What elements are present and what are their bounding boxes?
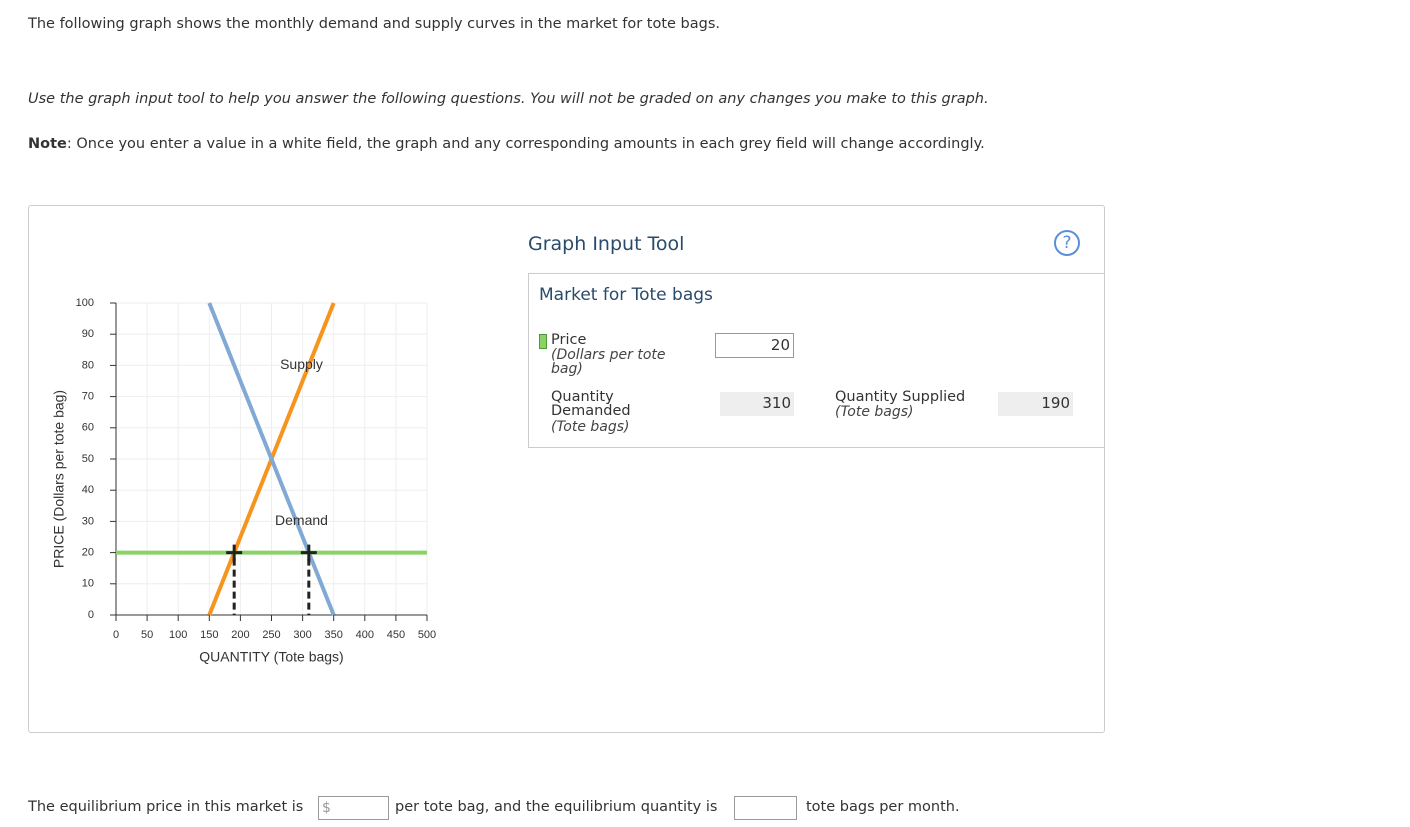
y-tick-label: 0 xyxy=(88,609,94,621)
x-tick-label: 400 xyxy=(356,629,374,641)
instruction: Use the graph input tool to help you ans… xyxy=(28,91,989,107)
y-tick-label: 10 xyxy=(82,578,94,590)
y-tick-label: 80 xyxy=(82,359,94,371)
y-tick-label: 40 xyxy=(82,484,94,496)
series-label: Demand xyxy=(275,512,328,528)
qd-label: Quantity Demanded xyxy=(551,389,631,419)
y-tick-label: 70 xyxy=(82,391,94,403)
price-swatch xyxy=(539,334,547,349)
qd-value: 310 xyxy=(720,392,794,416)
note-text: : Once you enter a value in a white fiel… xyxy=(66,136,985,152)
question-part2: per tote bag, and the equilibrium quanti… xyxy=(395,799,718,815)
price-answer-input[interactable]: $ xyxy=(318,796,389,820)
quantity-marker xyxy=(300,544,317,615)
price-input[interactable]: 20 xyxy=(715,333,794,358)
tool-panel xyxy=(528,273,1104,448)
series-label: Supply xyxy=(280,356,323,372)
qs-label: Quantity Supplied xyxy=(835,389,966,405)
x-tick-label: 0 xyxy=(113,629,119,641)
intro: The following graph shows the monthly de… xyxy=(28,16,721,32)
chart: 0 10 20 30 40 50 60 70 80 90 100 0 50 100 150 200 250 300… xyxy=(51,297,436,665)
question-part1: The equilibrium price in this market is xyxy=(28,799,304,815)
x-tick-label: 100 xyxy=(169,629,187,641)
graph-container xyxy=(28,205,1105,733)
y-tick-label: 60 xyxy=(82,422,94,434)
price-unit: (Dollars per tote bag) xyxy=(551,347,666,377)
x-tick-label: 450 xyxy=(387,629,405,641)
y-axis-label: PRICE (Dollars per tote bag) xyxy=(51,390,67,568)
question-part3: tote bags per month. xyxy=(806,799,960,815)
qd-unit: (Tote bags) xyxy=(551,419,630,435)
y-tick-label: 100 xyxy=(76,297,94,309)
quantity-marker xyxy=(226,544,243,615)
qs-unit: (Tote bags) xyxy=(835,404,914,420)
help-button[interactable]: ? xyxy=(1054,230,1080,256)
y-tick-label: 20 xyxy=(82,547,94,559)
price-label: Price xyxy=(551,332,587,348)
currency: $ xyxy=(322,800,331,816)
x-tick-label: 250 xyxy=(262,629,280,641)
x-tick-label: 300 xyxy=(293,629,311,641)
qs-value: 190 xyxy=(998,392,1073,416)
y-tick-label: 90 xyxy=(82,328,94,340)
note: Note: Once you enter a value in a white … xyxy=(28,136,985,152)
x-axis-label: QUANTITY (Tote bags) xyxy=(199,649,343,665)
quantity-answer-input[interactable] xyxy=(734,796,797,820)
note-label: Note xyxy=(28,136,67,152)
series-line xyxy=(207,302,336,616)
y-tick-label: 30 xyxy=(82,515,94,527)
x-tick-label: 150 xyxy=(200,629,218,641)
panel-title: Market for Tote bags xyxy=(539,285,713,305)
x-tick-label: 50 xyxy=(141,629,153,641)
x-tick-label: 500 xyxy=(418,629,436,641)
tool-title: Graph Input Tool xyxy=(528,233,685,255)
y-tick-label: 50 xyxy=(82,453,94,465)
x-tick-label: 350 xyxy=(325,629,343,641)
x-tick-label: 200 xyxy=(231,629,249,641)
